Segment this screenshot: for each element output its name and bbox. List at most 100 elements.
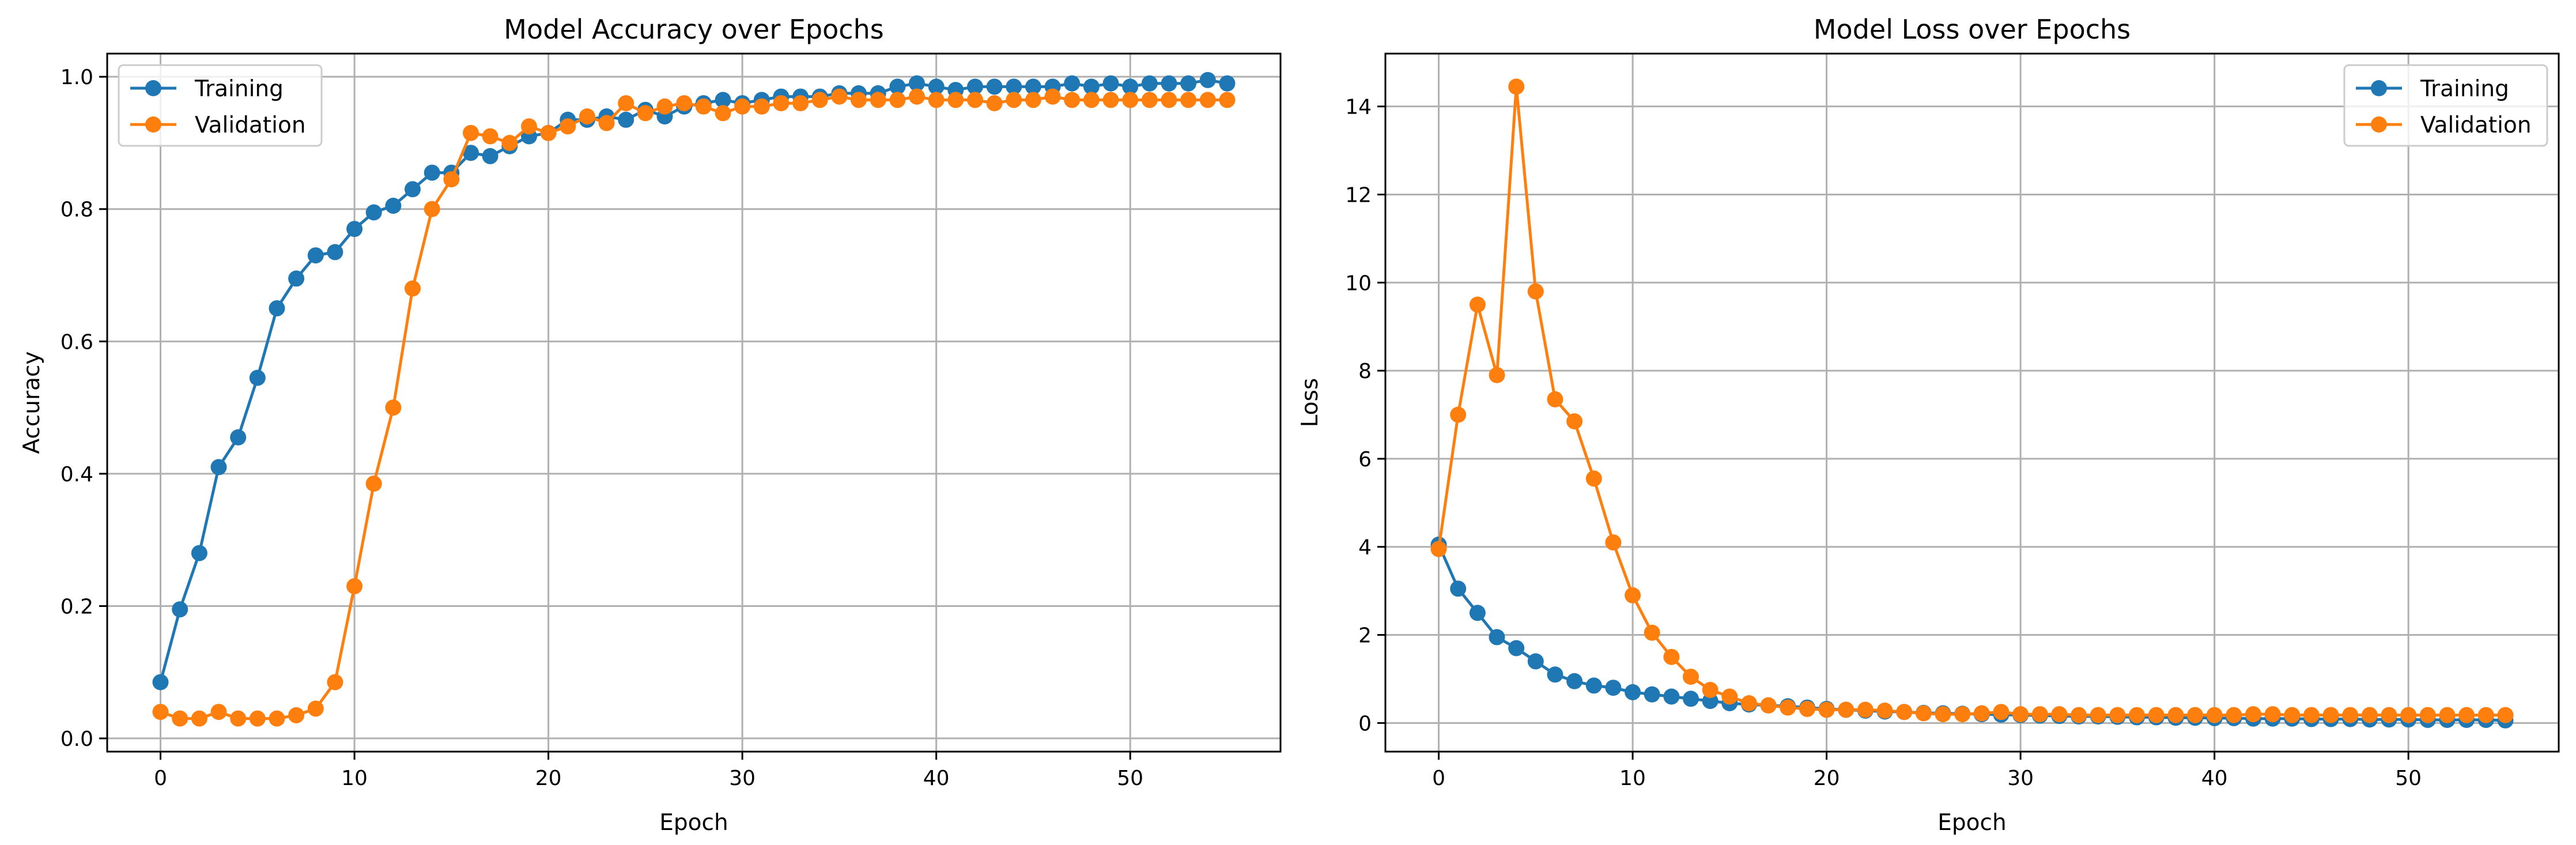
y-tick-label: 10 bbox=[1345, 271, 1372, 295]
data-point bbox=[1625, 684, 1641, 700]
y-tick-label: 4 bbox=[1358, 536, 1372, 560]
data-point bbox=[346, 221, 363, 237]
data-point bbox=[2109, 707, 2126, 723]
x-axis-label: Epoch bbox=[659, 810, 728, 836]
y-tick-label: 12 bbox=[1345, 183, 1372, 207]
data-point bbox=[560, 118, 576, 135]
data-point bbox=[365, 204, 382, 221]
data-point bbox=[1122, 92, 1139, 108]
legend-label: Validation bbox=[2420, 112, 2532, 138]
data-point bbox=[618, 111, 634, 128]
data-point bbox=[327, 674, 343, 691]
data-point bbox=[1547, 666, 1563, 683]
series-line bbox=[1437, 544, 2506, 722]
data-point bbox=[715, 105, 731, 122]
data-point bbox=[2439, 707, 2456, 723]
legend: Training Validation bbox=[2343, 64, 2548, 147]
x-tick-label: 0 bbox=[154, 767, 167, 790]
data-point bbox=[1625, 587, 1641, 603]
data-point bbox=[2167, 707, 2184, 723]
y-tick-label: 14 bbox=[1345, 96, 1372, 119]
data-point bbox=[2090, 707, 2106, 723]
data-point bbox=[870, 92, 886, 108]
series-validation bbox=[1430, 78, 2514, 723]
x-tick-label: 30 bbox=[2007, 767, 2034, 790]
chart-title: Model Accuracy over Epochs bbox=[504, 14, 883, 45]
data-point bbox=[2303, 707, 2320, 723]
data-point bbox=[1663, 648, 1680, 665]
legend-entry: Validation bbox=[130, 112, 306, 138]
data-point bbox=[2148, 707, 2165, 723]
data-point bbox=[1896, 704, 1913, 720]
data-point bbox=[230, 710, 247, 727]
data-point bbox=[1450, 580, 1467, 597]
data-point bbox=[1450, 406, 1467, 423]
data-point bbox=[1915, 705, 1932, 722]
data-point bbox=[1161, 75, 1177, 92]
data-point bbox=[210, 459, 227, 476]
plot-frame bbox=[1384, 52, 2560, 753]
data-point bbox=[2264, 706, 2281, 723]
data-point bbox=[909, 75, 925, 92]
data-point bbox=[1044, 88, 1061, 105]
data-point bbox=[1527, 283, 1544, 300]
data-point bbox=[1180, 75, 1197, 92]
y-tick-label: 0.6 bbox=[61, 330, 93, 354]
data-point bbox=[2226, 707, 2242, 723]
data-point bbox=[405, 280, 421, 297]
data-point bbox=[1644, 624, 1660, 641]
legend-marker bbox=[145, 80, 161, 96]
data-point bbox=[1585, 677, 1602, 694]
series-group bbox=[1430, 78, 2514, 729]
y-tick-label: 0.8 bbox=[61, 198, 93, 222]
data-point bbox=[1973, 705, 1990, 722]
data-point bbox=[1219, 75, 1236, 92]
data-point bbox=[1469, 605, 1486, 621]
data-point bbox=[405, 181, 421, 198]
data-point bbox=[1006, 92, 1022, 108]
accuracy-chart: Model Accuracy over Epochs Epoch Accurac… bbox=[19, 14, 1282, 836]
data-point bbox=[753, 98, 770, 115]
data-point bbox=[482, 148, 498, 164]
data-point bbox=[618, 95, 634, 112]
data-point bbox=[2031, 706, 2048, 723]
y-tick-label: 0.0 bbox=[61, 727, 93, 751]
data-point bbox=[2071, 707, 2087, 723]
data-point bbox=[443, 171, 460, 188]
legend-label: Training bbox=[2420, 76, 2509, 102]
data-point bbox=[1469, 296, 1486, 313]
data-point bbox=[1683, 669, 1699, 685]
data-point bbox=[1430, 541, 1447, 557]
x-tick-label: 50 bbox=[2395, 767, 2422, 790]
data-point bbox=[307, 700, 324, 717]
data-point bbox=[1025, 78, 1041, 95]
data-point bbox=[1508, 78, 1525, 95]
series-group bbox=[152, 71, 1236, 727]
data-point bbox=[1083, 92, 1100, 108]
data-point bbox=[1741, 695, 1757, 711]
x-tick-label: 0 bbox=[1432, 767, 1445, 790]
data-point bbox=[1683, 691, 1699, 707]
loss-chart: Model Loss over Epochs Epoch Loss 0 10 20 3… bbox=[1297, 14, 2560, 836]
data-point bbox=[1799, 700, 1815, 717]
data-point bbox=[1102, 92, 1119, 108]
data-point bbox=[152, 674, 169, 691]
y-tick-label: 0.2 bbox=[61, 595, 93, 618]
data-point bbox=[1006, 78, 1022, 95]
data-point bbox=[773, 95, 790, 112]
chart-title: Model Loss over Epochs bbox=[1814, 14, 2131, 45]
data-point bbox=[656, 98, 673, 115]
data-point bbox=[463, 145, 479, 161]
data-point bbox=[851, 92, 867, 108]
data-point bbox=[1838, 701, 1854, 718]
data-point bbox=[889, 78, 906, 95]
data-point bbox=[1605, 680, 1622, 696]
data-point bbox=[2284, 707, 2301, 723]
data-point bbox=[249, 369, 266, 386]
grid bbox=[1385, 54, 2559, 752]
data-point bbox=[889, 92, 906, 108]
y-tick-label: 6 bbox=[1358, 448, 1372, 471]
data-point bbox=[986, 95, 1003, 112]
data-point bbox=[1935, 706, 1951, 723]
data-point bbox=[1199, 92, 1216, 108]
